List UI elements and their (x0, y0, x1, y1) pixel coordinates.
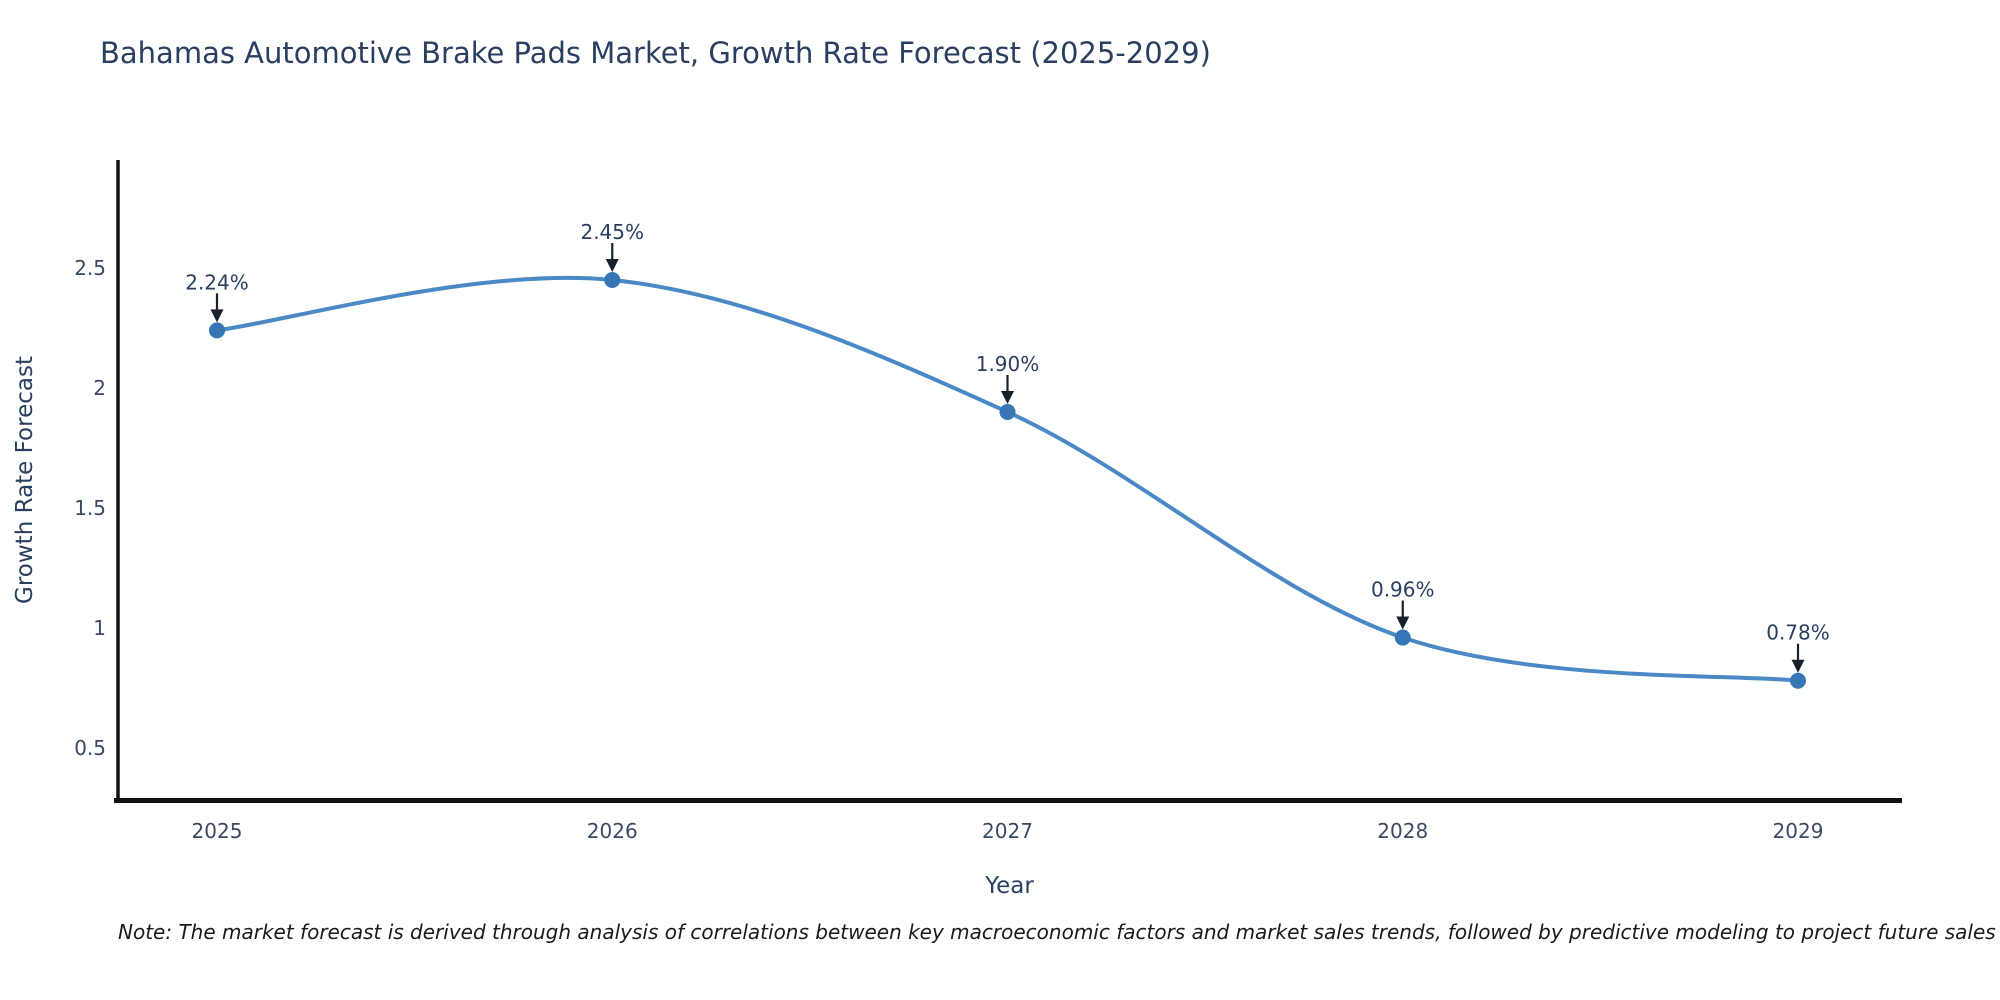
x-tick-label: 2027 (982, 819, 1033, 843)
point-value-label: 0.96% (1371, 578, 1435, 602)
y-tick-label: 1 (93, 616, 106, 640)
y-axis-title: Growth Rate Forecast (12, 356, 38, 604)
x-tick-label: 2026 (587, 819, 638, 843)
annotation-arrowhead-icon (1396, 616, 1410, 630)
annotation-arrowhead-icon (1791, 659, 1805, 673)
annotation-arrowhead-icon (210, 309, 224, 323)
x-axis-title: Year (984, 873, 1034, 899)
y-tick-label: 2.5 (74, 256, 106, 280)
annotation-arrowhead-icon (1001, 390, 1014, 404)
data-point-2029[interactable] (1790, 672, 1806, 689)
x-tick-label: 2029 (1773, 819, 1824, 843)
y-tick-label: 2 (93, 376, 106, 400)
point-value-label: 2.24% (185, 270, 249, 294)
point-value-label: 2.45% (580, 220, 644, 244)
data-point-2028[interactable] (1394, 629, 1411, 646)
data-point-2026[interactable] (604, 271, 621, 288)
y-tick-label: 0.5 (74, 736, 106, 760)
point-value-label: 0.78% (1766, 621, 1830, 645)
y-tick-label: 1.5 (74, 496, 106, 520)
point-value-label: 1.90% (976, 352, 1040, 376)
annotation-arrowhead-icon (605, 258, 619, 272)
data-point-2027[interactable] (999, 403, 1016, 420)
chart-title: Bahamas Automotive Brake Pads Market, Gr… (100, 36, 1211, 70)
chart-footnote: Note: The market forecast is derived thr… (118, 920, 1996, 944)
growth-line[interactable] (215, 275, 1800, 683)
data-point-2025[interactable] (209, 322, 225, 339)
x-tick-label: 2028 (1377, 819, 1428, 843)
x-tick-label: 2025 (192, 819, 243, 843)
